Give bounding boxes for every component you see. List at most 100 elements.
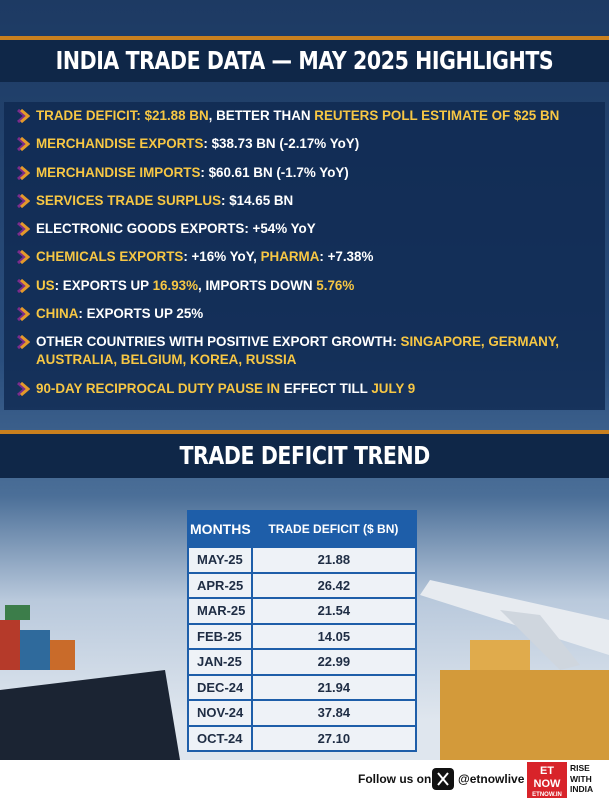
bullet-arrow [17, 193, 30, 208]
header-row: MONTHS TRADE DEFICIT ($ BN) [188, 511, 416, 547]
follow-text: Follow us on [358, 772, 432, 786]
highlight-segment: : EXPORTS UP [54, 277, 153, 293]
highlight-segment: TRADE DEFICIT: $21.88 BN [36, 108, 209, 123]
highlight-text: ELECTRONIC GOODS EXPORTS: +54% YoY [36, 220, 316, 238]
logo-text: ET NOW [533, 765, 561, 790]
highlight-segment: , IMPORTS DOWN [198, 277, 317, 293]
highlight-segment: CHINA [36, 306, 79, 322]
highlight-text: CHINA: EXPORTS UP 25% [36, 305, 203, 323]
container [0, 620, 20, 670]
highlight-segment: , BETTER THAN [208, 108, 315, 123]
table-row: JAN-25 22.99 [188, 649, 416, 675]
bullet-arrow [17, 278, 30, 293]
highlight: CHEMICALS EXPORTS: +16% YoY, PHARMA: +7.… [16, 248, 599, 266]
handle[interactable]: @etnowlive [458, 772, 525, 786]
highlight-segment: : $38.73 BN (-2.17% YoY) [203, 136, 360, 152]
title-banner: INDIA TRADE DATA — MAY 2025 HIGHLIGHTS [0, 36, 609, 82]
highlight-text: MERCHANDISE EXPORTS: $38.73 BN (-2.17% Y… [36, 135, 359, 153]
table-cell: 22.99 [250, 649, 416, 675]
table-cell: 26.42 [250, 572, 416, 599]
highlight-segment: 90-DAY RECIPROCAL DUTY PAUSE IN [36, 380, 281, 396]
boxes [440, 670, 609, 760]
highlight-segment: : $14.65 BN [221, 192, 294, 208]
table-cell: JAN-25 [188, 649, 252, 675]
table-cell: 14.05 [250, 623, 416, 650]
highlight-segment: : +7.38% [319, 249, 374, 265]
highlight-text: 90-DAY RECIPROCAL DUTY PAUSE IN EFFECT T… [36, 380, 415, 398]
highlight: OTHER COUNTRIES WITH POSITIVE EXPORT GRO… [16, 333, 599, 369]
logo: ET NOW ETNOW.IN [527, 762, 567, 798]
trend-table: MONTHS TRADE DEFICIT ($ BN) MAY-25 21.88 APR… [187, 510, 417, 752]
table-row: APR-25 26.42 [188, 572, 416, 599]
bullet-arrow [17, 335, 30, 350]
bullet-arrow [17, 165, 30, 180]
table-row: MAY-25 21.88 [188, 547, 416, 573]
highlight-segment: OTHER COUNTRIES WITH POSITIVE EXPORT GRO… [36, 334, 401, 350]
table-cell: 37.84 [250, 700, 416, 726]
table-row: NOV-24 37.84 [188, 700, 416, 726]
highlight-segment: : EXPORTS UP 25% [78, 306, 204, 322]
table-row: OCT-24 27.10 [188, 725, 416, 752]
highlight: 90-DAY RECIPROCAL DUTY PAUSE IN EFFECT T… [16, 380, 599, 398]
table-cell: OCT-24 [188, 725, 252, 752]
highlight-text: OTHER COUNTRIES WITH POSITIVE EXPORT GRO… [36, 333, 599, 369]
table-cell: FEB-25 [188, 623, 252, 650]
container [50, 640, 75, 670]
table-row: FEB-25 14.05 [188, 623, 416, 650]
header-cell: TRADE DEFICIT ($ BN) [251, 511, 416, 547]
highlight-segment: MERCHANDISE EXPORTS [36, 136, 204, 152]
highlight: TRADE DEFICIT: $21.88 BN, BETTER THAN RE… [16, 107, 599, 125]
highlight-segment: : +16% YoY, [183, 249, 261, 265]
ship-hull [0, 670, 180, 760]
highlight: MERCHANDISE EXPORTS: $38.73 BN (-2.17% Y… [16, 135, 599, 153]
highlight-segment: EFFECT TILL [280, 380, 372, 396]
footer: Follow us on @etnowlive ET NOW ETNOW.IN … [0, 760, 609, 800]
highlight-segment: : $60.61 BN (-1.7% YoY) [200, 164, 349, 180]
highlight-segment: SERVICES TRADE SURPLUS [36, 192, 222, 208]
container [20, 630, 50, 670]
bullet-arrow [17, 250, 30, 265]
table-row: MAR-25 21.54 [188, 598, 416, 624]
highlight: US: EXPORTS UP 16.93%, IMPORTS DOWN 5.76… [16, 277, 599, 295]
highlight-segment: 16.93% [152, 277, 199, 293]
trend-banner: TRADE DEFICIT TREND [0, 430, 609, 478]
tagline: RISE WITH INDIA [570, 763, 594, 794]
table-body: MAY-25 21.88 APR-25 26.42 MAR-25 21.54 FEB-25 1… [188, 547, 416, 752]
table-cell: APR-25 [188, 572, 252, 599]
bullet-arrow [17, 137, 30, 152]
highlight-text: US: EXPORTS UP 16.93%, IMPORTS DOWN 5.76… [36, 277, 354, 295]
highlight-segment: REUTERS POLL ESTIMATE OF $25 BN [314, 108, 560, 123]
container [5, 605, 30, 620]
table-cell: MAY-25 [188, 547, 252, 573]
trend-title: TRADE DEFICIT TREND [179, 441, 430, 470]
highlight: CHINA: EXPORTS UP 25% [16, 305, 599, 323]
highlights-panel: TRADE DEFICIT: $21.88 BN, BETTER THAN RE… [4, 102, 605, 410]
highlight-segment: JULY 9 [371, 380, 416, 396]
table-cell: 21.94 [250, 674, 416, 701]
highlight-text: CHEMICALS EXPORTS: +16% YoY, PHARMA: +7.… [36, 248, 373, 266]
highlight-text: MERCHANDISE IMPORTS: $60.61 BN (-1.7% Yo… [36, 164, 349, 182]
table-cell: 21.54 [250, 598, 416, 624]
highlight-segment: PHARMA [260, 249, 320, 265]
logo-site: ETNOW.IN [532, 792, 562, 798]
x-icon[interactable] [432, 768, 454, 790]
highlight: MERCHANDISE IMPORTS: $60.61 BN (-1.7% Yo… [16, 164, 599, 182]
highlight: ELECTRONIC GOODS EXPORTS: +54% YoY [16, 220, 599, 238]
boxes [470, 640, 530, 670]
bullet-arrow [17, 307, 30, 322]
highlight-segment: US [36, 277, 55, 293]
table-row: DEC-24 21.94 [188, 674, 416, 701]
header-cell: MONTHS [188, 511, 252, 547]
highlight-text: TRADE DEFICIT: $21.88 BN, BETTER THAN RE… [36, 107, 559, 125]
highlight-text: SERVICES TRADE SURPLUS: $14.65 BN [36, 192, 293, 210]
highlight-segment: SINGAPORE, GERMANY, AUSTRALIA, BELGIUM, … [36, 334, 563, 368]
highlight-segment: 5.76% [316, 277, 355, 293]
bullet-arrow [17, 222, 30, 237]
highlight: SERVICES TRADE SURPLUS: $14.65 BN [16, 192, 599, 210]
table-cell: MAR-25 [188, 598, 252, 624]
highlight-segment: CHEMICALS EXPORTS [36, 249, 184, 265]
bullet-arrow [17, 109, 30, 123]
bullet-arrow [17, 381, 30, 396]
